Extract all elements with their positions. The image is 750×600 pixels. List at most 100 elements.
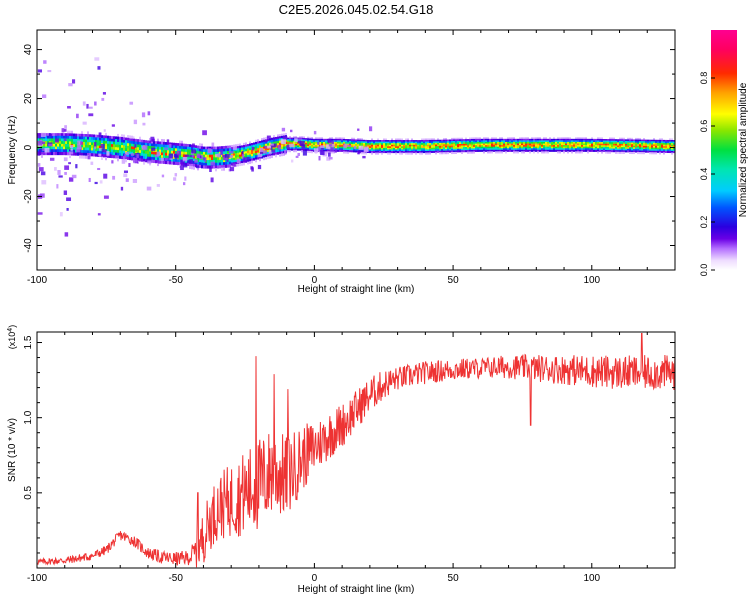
heatmap-cell: [523, 151, 525, 154]
heatmap-cell: [617, 150, 619, 153]
heatmap-cell: [627, 139, 629, 142]
heatmap-cell: [357, 142, 359, 145]
heatmap-cell: [563, 146, 565, 149]
heatmap-cell: [443, 139, 445, 142]
heatmap-cell: [59, 149, 61, 153]
heatmap-cell: [347, 150, 349, 153]
heatmap-speckle: [121, 159, 126, 164]
heatmap-cell: [449, 148, 451, 151]
heatmap-cell: [237, 143, 239, 147]
heatmap-cell: [341, 143, 343, 146]
heatmap-speckle: [101, 148, 105, 153]
heatmap-cell: [223, 159, 225, 163]
heatmap-cell: [615, 143, 617, 146]
heatmap-cell: [369, 144, 371, 147]
heatmap-cell: [671, 143, 673, 146]
heatmap-cell: [533, 143, 535, 146]
heatmap-cell: [455, 137, 457, 140]
heatmap-cell: [573, 141, 575, 145]
heatmap-cell: [127, 143, 129, 147]
heatmap-cell: [277, 140, 279, 144]
heatmap-cell: [165, 142, 167, 146]
heatmap-cell: [85, 142, 87, 146]
heatmap-cell: [45, 138, 47, 142]
heatmap-cell: [651, 147, 653, 150]
heatmap-cell: [175, 142, 177, 147]
heatmap-cell: [351, 145, 353, 148]
heatmap-cell: [417, 146, 419, 149]
heatmap-cell: [629, 151, 631, 155]
heatmap-cell: [63, 135, 65, 139]
heatmap-cell: [445, 142, 447, 145]
heatmap-speckle: [37, 163, 41, 167]
heatmap-cell: [505, 141, 507, 145]
heatmap-cell: [629, 144, 631, 147]
heatmap-cell: [69, 133, 71, 137]
heatmap-cell: [607, 150, 609, 153]
heatmap-cell: [479, 141, 481, 145]
heatmap-cell: [145, 156, 147, 160]
heatmap-cell: [129, 140, 131, 144]
heatmap-cell: [665, 150, 667, 153]
heatmap-cell: [557, 146, 559, 149]
heatmap-cell: [115, 149, 117, 154]
heatmap-cell: [151, 140, 153, 144]
heatmap-cell: [393, 149, 395, 152]
heatmap-cell: [205, 149, 207, 153]
heatmap-cell: [185, 149, 187, 153]
heatmap-cell: [319, 141, 321, 145]
heatmap-cell: [163, 139, 165, 143]
heatmap-cell: [583, 148, 585, 151]
heatmap-cell: [641, 144, 643, 147]
heatmap-cell: [425, 140, 427, 143]
heatmap-cell: [517, 140, 519, 143]
heatmap-cell: [467, 143, 469, 146]
heatmap-cell: [613, 139, 615, 142]
heatmap-cell: [153, 140, 155, 145]
heatmap-cell: [67, 130, 69, 134]
heatmap-cell: [67, 146, 69, 150]
heatmap-speckle: [176, 150, 181, 156]
heatmap-cell: [427, 146, 429, 149]
heatmap-cell: [447, 141, 449, 144]
heatmap-cell: [551, 138, 553, 141]
heatmap-cell: [105, 132, 107, 137]
heatmap-cell: [587, 146, 589, 149]
heatmap-cell: [103, 154, 105, 158]
heatmap-cell: [159, 141, 161, 145]
heatmap-cell: [419, 147, 421, 150]
heatmap-cell: [183, 149, 185, 153]
heatmap-cell: [257, 148, 259, 151]
heatmap-cell: [187, 160, 189, 164]
heatmap-cell: [397, 143, 399, 146]
heatmap-cell: [513, 140, 515, 143]
heatmap-cell: [363, 139, 365, 142]
heatmap-cell: [381, 152, 383, 155]
heatmap-cell: [237, 150, 239, 154]
heatmap-cell: [117, 144, 119, 148]
heatmap-cell: [325, 141, 327, 145]
heatmap-cell: [289, 137, 291, 140]
heatmap-cell: [497, 140, 499, 143]
heatmap-cell: [349, 147, 351, 150]
heatmap-cell: [477, 138, 479, 141]
heatmap-speckle: [328, 143, 333, 147]
heatmap-cell: [527, 140, 529, 143]
heatmap-cell: [609, 142, 611, 145]
heatmap-cell: [409, 146, 411, 149]
heatmap-speckle: [156, 184, 160, 187]
heatmap-cell: [655, 150, 657, 153]
heatmap-cell: [309, 138, 311, 141]
heatmap-cell: [413, 144, 415, 147]
heatmap-cell: [489, 145, 491, 148]
heatmap-cell: [507, 140, 509, 143]
heatmap-cell: [297, 137, 299, 140]
heatmap-cell: [507, 148, 509, 151]
heatmap-cell: [71, 141, 73, 145]
heatmap-cell: [305, 149, 307, 152]
heatmap-cell: [597, 151, 599, 154]
heatmap-cell: [361, 139, 363, 142]
heatmap-cell: [439, 149, 441, 152]
heatmap-cell: [373, 143, 375, 146]
